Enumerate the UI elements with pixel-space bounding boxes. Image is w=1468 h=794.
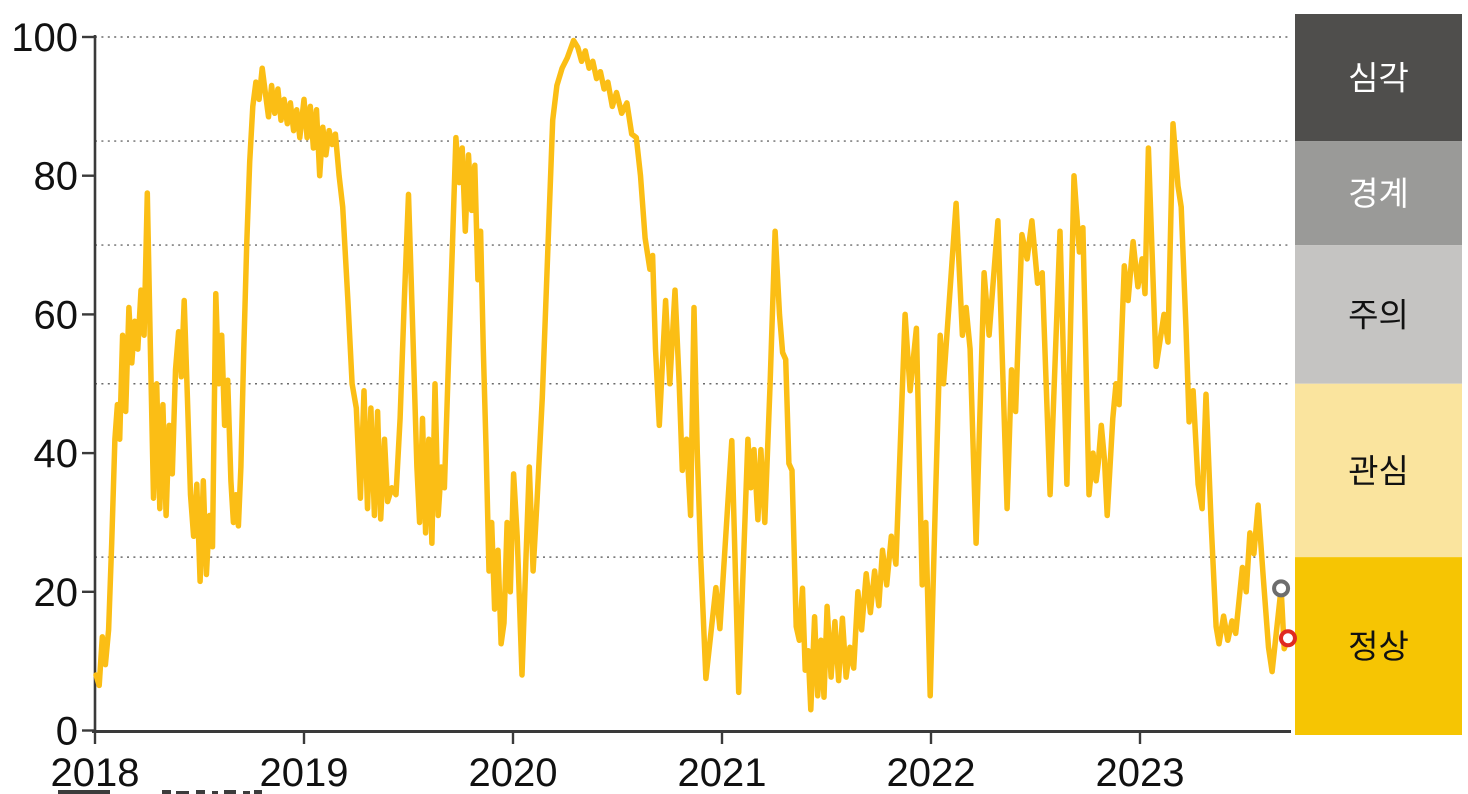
y-tick-label-20: 20	[34, 571, 79, 615]
risk-band-2	[1295, 245, 1462, 384]
x-tick-label-2023: 2023	[1096, 751, 1185, 794]
stress-index-line	[93, 37, 1291, 713]
risk-band-label-4: 정상	[1348, 628, 1409, 665]
risk-band-3	[1295, 383, 1462, 558]
y-tick-label-60: 60	[34, 293, 79, 337]
x-tick-label-2020: 2020	[469, 751, 558, 794]
risk-band-0	[1295, 14, 1462, 142]
risk-band-label-0: 심각	[1348, 60, 1409, 97]
risk-band-label-3: 관심	[1348, 452, 1409, 489]
risk-band-1	[1295, 141, 1462, 246]
cropped-caption-fragment-2	[176, 791, 189, 794]
cropped-caption-fragment-3	[196, 790, 205, 794]
cropped-caption-fragment-1	[162, 790, 171, 794]
y-tick-label-0: 0	[56, 710, 78, 754]
cropped-caption-fragment-5	[224, 790, 236, 794]
cropped-caption-fragment-7	[254, 790, 262, 794]
x-tick-label-2021: 2021	[678, 751, 767, 794]
cropped-caption-fragment-0	[58, 790, 110, 794]
x-tick-label-2019: 2019	[260, 751, 349, 794]
y-tick-label-100: 100	[11, 16, 78, 60]
y-tick-label-40: 40	[34, 432, 79, 476]
y-tick-label-80: 80	[34, 155, 79, 199]
risk-band-label-2: 주의	[1348, 296, 1409, 333]
x-tick-label-2018: 2018	[51, 751, 140, 794]
previous-value-marker	[1272, 579, 1291, 598]
risk-band-4	[1295, 557, 1462, 735]
x-tick-label-2022: 2022	[887, 751, 976, 794]
cropped-caption-fragment-6	[243, 791, 250, 794]
risk-band-label-1: 경계	[1348, 175, 1409, 212]
latest-value-marker	[1278, 629, 1297, 648]
cropped-caption-fragment-4	[212, 791, 218, 794]
